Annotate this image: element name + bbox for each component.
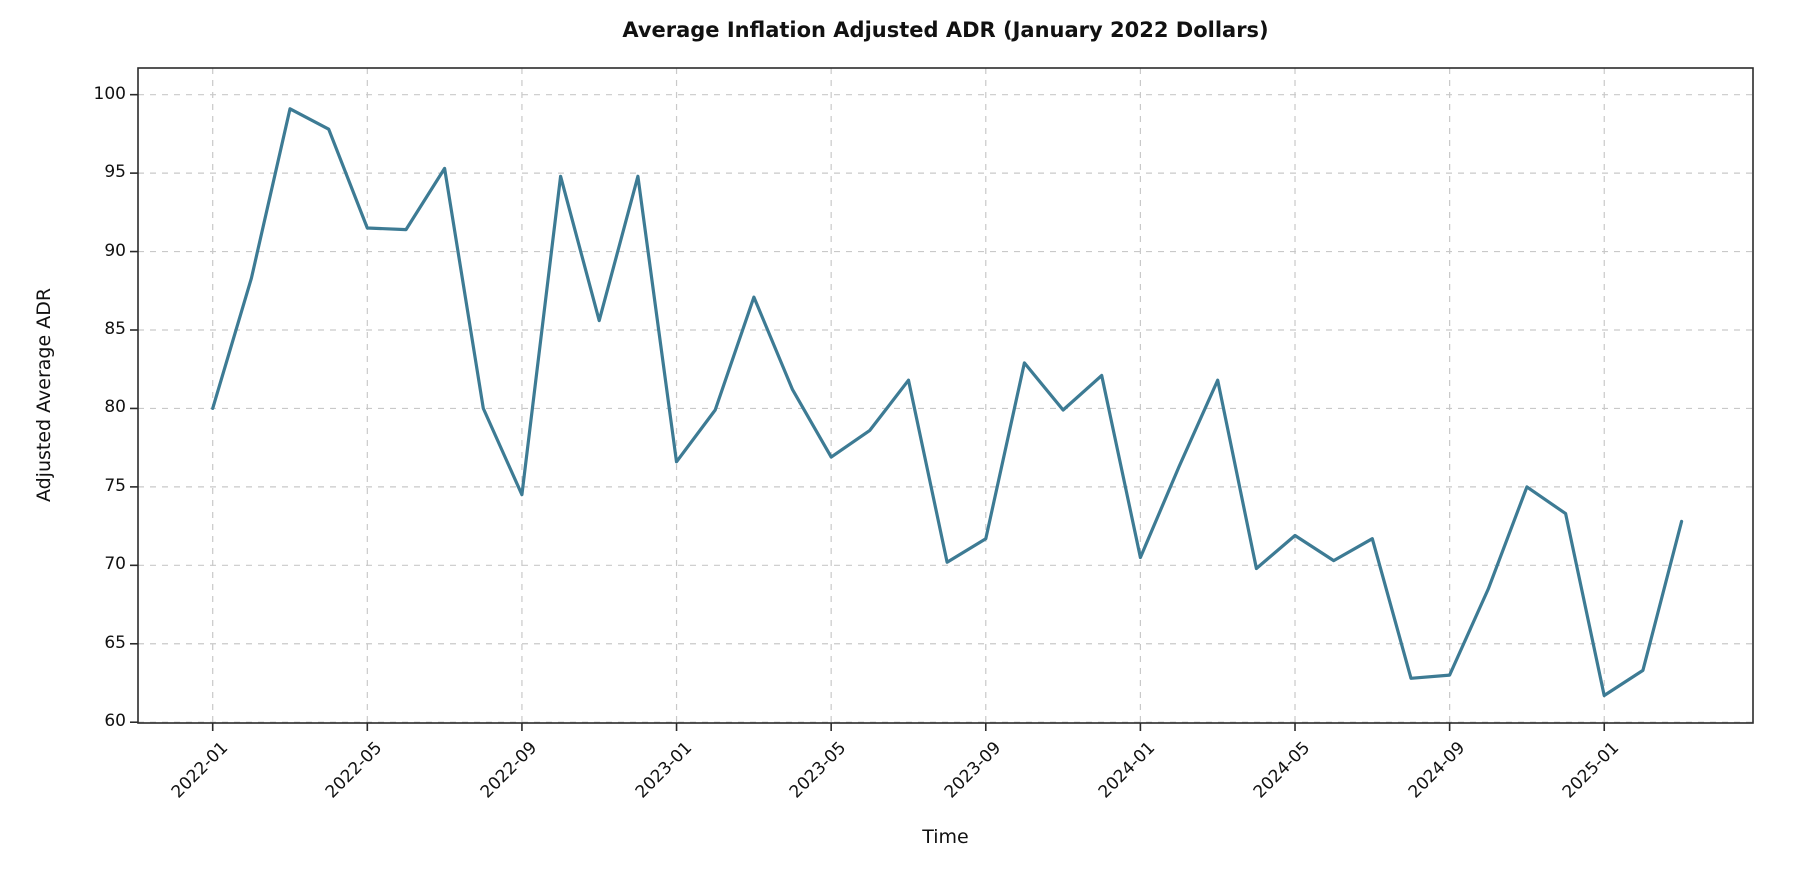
plot-border xyxy=(137,67,1754,724)
y-tick-label: 85 xyxy=(104,319,126,339)
y-tick-label: 80 xyxy=(104,397,126,418)
gridlines xyxy=(138,68,1753,723)
y-tick-label: 65 xyxy=(104,632,126,653)
y-tick-label: 90 xyxy=(104,240,126,261)
chart-title: Average Inflation Adjusted ADR (January … xyxy=(622,18,1269,42)
y-tick-label: 70 xyxy=(104,554,126,575)
x-axis-label: Time xyxy=(922,826,969,848)
adr-line-series xyxy=(211,107,1684,698)
y-tick-label: 100 xyxy=(93,83,126,104)
axis-tick-marks xyxy=(130,93,1606,731)
y-tick-label: 75 xyxy=(104,475,126,496)
y-tick-label: 60 xyxy=(104,711,126,732)
y-tick-label: 95 xyxy=(104,162,126,183)
